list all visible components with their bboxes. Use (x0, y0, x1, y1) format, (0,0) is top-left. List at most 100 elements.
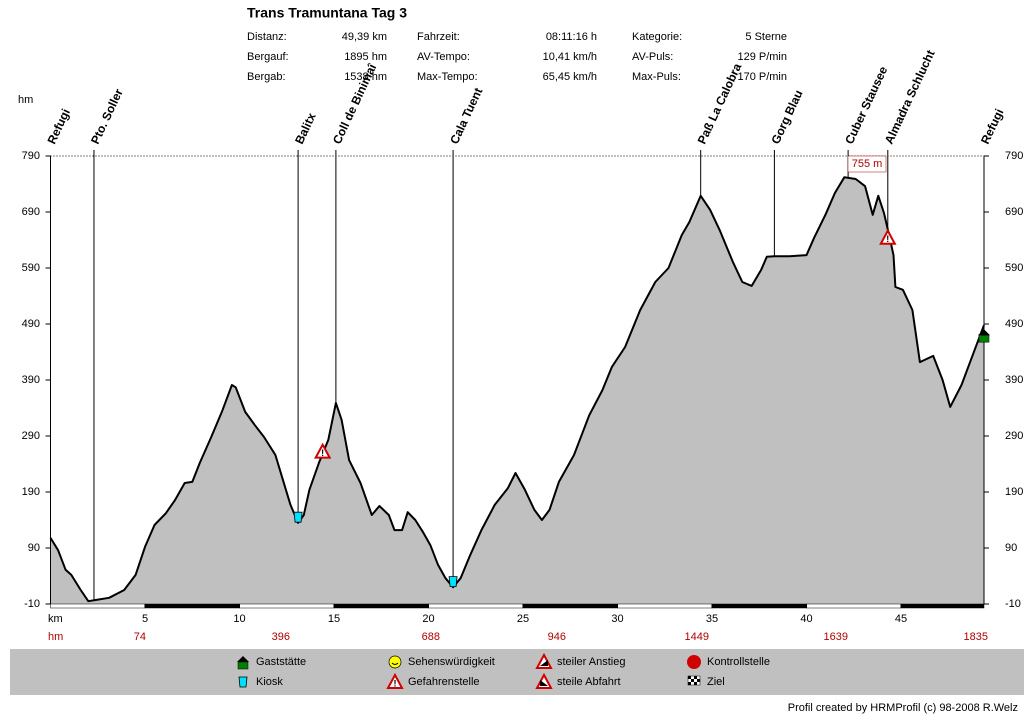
km-bar (900, 603, 985, 609)
ascent-label: 946 (548, 631, 566, 643)
icon-checks (688, 676, 700, 685)
icon-house (978, 334, 990, 343)
km-bar (617, 603, 713, 609)
icon-slope (540, 660, 548, 666)
waypoint-label: Gorg Blau (768, 88, 805, 146)
max-label: 755 m (852, 158, 883, 170)
waypoint-label: Pto. Soller (88, 86, 126, 146)
poi-marker (448, 576, 458, 587)
ascent-label: 1449 (685, 631, 709, 643)
stat-value: 49,39 km (342, 31, 387, 43)
legend-icon (535, 672, 553, 689)
waypoint-label: Almadra Schlucht (882, 48, 938, 146)
legend-icon (535, 652, 553, 669)
legend-icon (238, 676, 248, 688)
ascent-label: 74 (134, 631, 146, 643)
ascent-row-label: hm (48, 631, 63, 643)
km-bar (144, 603, 240, 609)
icon-kiosk (448, 576, 458, 587)
y2-tick-label: 190 (1005, 486, 1023, 498)
y-tick-label: 690 (22, 206, 40, 218)
legend-label: steiler Anstieg (557, 656, 625, 668)
icon-slope (540, 680, 548, 686)
poi-marker (978, 329, 990, 343)
y-tick-label: 90 (28, 542, 40, 554)
icon-triangle (386, 672, 404, 689)
icon-smile (391, 662, 399, 665)
x-tick-label: 10 (233, 613, 245, 625)
km-bar (522, 603, 618, 609)
icon-kiosk (293, 511, 303, 523)
legend-label: Gefahrenstelle (408, 676, 480, 688)
x-axis-label: km (48, 613, 63, 625)
y2-tick-label: 790 (1005, 150, 1023, 162)
icon-roof (237, 656, 249, 662)
icon-roof (978, 329, 990, 336)
legend-label: Ziel (707, 676, 725, 688)
stat-value: 65,45 km/h (543, 71, 597, 83)
stat-value: 10,41 km/h (543, 51, 597, 63)
icon-excl: ! (394, 678, 397, 688)
waypoint-label: Cala Tuent (447, 86, 485, 147)
km-bar (333, 603, 429, 609)
x-tick-label: 40 (800, 613, 812, 625)
icon-stop (687, 655, 701, 669)
icon-excl: ! (886, 234, 889, 244)
ascent-label: 1639 (824, 631, 848, 643)
stat-label: Bergauf: (247, 51, 289, 63)
ascent-label: 396 (272, 631, 290, 643)
y-tick-label: 590 (22, 262, 40, 274)
legend-label: Kiosk (256, 676, 283, 688)
stat-value: 1538 hm (344, 71, 387, 83)
legend-label: Sehenswürdigkeit (408, 656, 495, 668)
y-axis-label: hm (18, 94, 33, 106)
x-tick-label: 30 (611, 613, 623, 625)
y2-tick-label: 290 (1005, 430, 1023, 442)
x-tick-label: 45 (895, 613, 907, 625)
legend-icon (237, 656, 249, 670)
icon-triangle (879, 228, 897, 245)
ascent-label: 1835 (964, 631, 988, 643)
stat-label: AV-Puls: (632, 51, 673, 63)
km-bar (711, 603, 807, 609)
x-tick-label: 25 (517, 613, 529, 625)
footer: Profil created by HRMProfil (c) 98-2008 … (788, 702, 1018, 714)
y2-tick-label: 490 (1005, 318, 1023, 330)
icon-triangle (313, 442, 332, 459)
y-tick-label: 490 (22, 318, 40, 330)
legend-label: Gaststätte (256, 656, 306, 668)
max-box (847, 155, 887, 173)
km-bar (806, 603, 902, 609)
profile-line (49, 176, 985, 603)
y-tick-label: 190 (22, 486, 40, 498)
chart-title: Trans Tramuntana Tag 3 (247, 5, 407, 21)
km-bar (428, 603, 524, 609)
x-tick-label: 35 (706, 613, 718, 625)
ascent-label: 688 (422, 631, 440, 643)
km-bar (239, 603, 335, 609)
waypoint-label: Refugi (978, 107, 1006, 147)
stat-value: 1895 hm (344, 51, 387, 63)
waypoint-label: Paß La Calobra (695, 61, 745, 146)
icon-kiosk (238, 676, 248, 688)
km-bar (50, 603, 146, 609)
y-tick-label: 790 (22, 150, 40, 162)
stat-label: Fahrzeit: (417, 31, 460, 43)
x-tick-label: 15 (328, 613, 340, 625)
y2-tick-label: -10 (1005, 598, 1021, 610)
x-tick-label: 20 (422, 613, 434, 625)
stat-value: 5 Sterne (745, 31, 787, 43)
stat-label: Kategorie: (632, 31, 682, 43)
y2-tick-label: 690 (1005, 206, 1023, 218)
profile-area (50, 177, 984, 605)
legend-icon (687, 655, 701, 669)
y-tick-label: 290 (22, 430, 40, 442)
stat-label: Max-Puls: (632, 71, 681, 83)
stat-label: Distanz: (247, 31, 287, 43)
stat-value: 170 P/min (737, 71, 787, 83)
poi-marker (293, 511, 303, 523)
stat-label: Bergab: (247, 71, 286, 83)
legend-icon (687, 675, 701, 686)
waypoint-label: Cuber Stausee (842, 64, 890, 146)
